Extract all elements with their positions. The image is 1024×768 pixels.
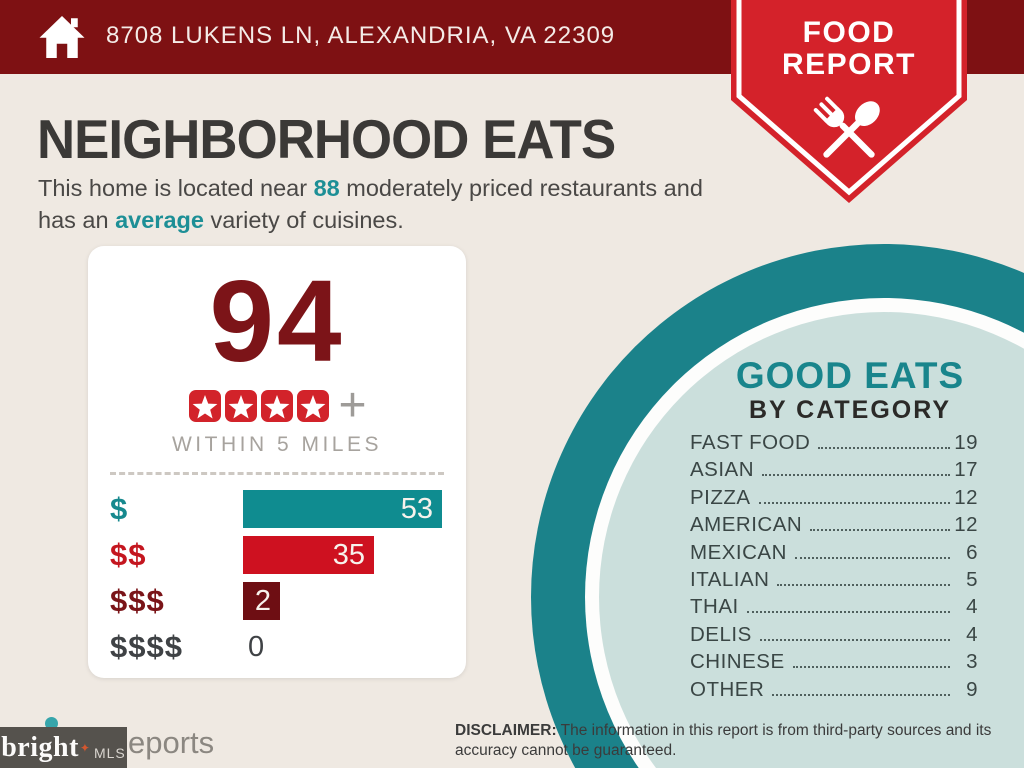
score-card: 94 + WITHIN 5 MILES $53 $$ 35 $$$ 2 $$$$ 0 [88, 246, 466, 678]
price-bar-chart: $53 $$ 35 $$$ 2 $$$$ 0 [88, 483, 466, 670]
food-report-badge: FOOD REPORT [731, 0, 967, 205]
star-spark-icon: ✦ [79, 740, 90, 755]
subtitle-text-1: This home is located near [38, 175, 314, 201]
category-label: CHINESE [690, 650, 785, 674]
star-icon [188, 389, 222, 423]
price-level-label: $$$ [110, 583, 165, 618]
page-subtitle: This home is located near 88 moderately … [38, 173, 718, 236]
price-level-label: $$$$ [110, 629, 183, 664]
bar: 53 [243, 490, 442, 528]
variety-rating: average [115, 206, 204, 233]
bar-track: 0 [243, 628, 442, 666]
teal-dot-icon [45, 717, 58, 730]
bar-track: 35 [243, 536, 442, 574]
badge-title-line1: FOOD [802, 16, 896, 49]
bar-track: 2 [243, 582, 442, 620]
category-row: ASIAN 17 [690, 458, 978, 485]
page-title: NEIGHBORHOOD EATS [37, 108, 616, 170]
category-row: ITALIAN 5 [690, 568, 978, 595]
price-level-label: $ [110, 491, 129, 526]
bar-track: 53 [243, 490, 442, 528]
category-count: 12 [954, 485, 978, 509]
category-count: 5 [966, 567, 978, 591]
star-icon [260, 389, 294, 423]
badge-title-line2: REPORT [781, 48, 916, 81]
disclaimer-text: The information in this report is from t… [455, 722, 992, 760]
bar-value: 35 [332, 538, 365, 571]
price-level-label: $$ [110, 537, 147, 572]
crossed-spoon-fork-icon [813, 96, 880, 158]
radius-label: WITHIN 5 MILES [171, 433, 383, 456]
category-row: MEXICAN 6 [690, 541, 978, 568]
bar: 35 [243, 536, 374, 574]
category-count: 12 [954, 513, 978, 537]
category-label: FAST FOOD [690, 431, 811, 454]
home-icon [39, 16, 85, 58]
bright-mls-logo: bright ✦ MLS [0, 727, 127, 768]
category-label: PIZZA [690, 485, 751, 509]
good-eats-title: GOOD EATS [735, 355, 965, 396]
mls-label: MLS [93, 745, 126, 761]
category-label: MEXICAN [690, 540, 787, 564]
category-list: FAST FOOD 19 ASIAN 17 PIZZA 12 AMERICAN 12 MEXIC… [690, 431, 978, 705]
category-label: THAI [690, 595, 739, 619]
bar: 2 [243, 582, 280, 620]
stars-row: + [88, 379, 466, 432]
price-bar-row: $$$$ 0 [110, 624, 442, 670]
bar-value: 2 [254, 584, 271, 617]
dotted-leader [777, 583, 950, 586]
dotted-leader [792, 666, 950, 669]
category-count: 3 [966, 650, 978, 674]
dotted-leader [772, 693, 950, 696]
category-row: FAST FOOD 19 [690, 431, 978, 458]
dotted-leader [746, 611, 950, 614]
subtitle-text-3: variety of cuisines. [203, 206, 404, 233]
disclaimer: DISCLAIMER: The information in this repo… [455, 721, 1003, 761]
category-label: DELIS [690, 622, 752, 646]
dotted-leader [818, 447, 950, 449]
category-label: ITALIAN [690, 567, 770, 591]
dotted-leader [810, 529, 950, 532]
plus-icon: + [338, 379, 367, 432]
price-bar-row: $53 [110, 486, 442, 532]
category-row: PIZZA 12 [690, 486, 978, 513]
category-row: DELIS 4 [690, 623, 978, 650]
category-count: 19 [954, 431, 978, 454]
price-bar-row: $$ 35 [110, 532, 442, 578]
category-label: OTHER [690, 677, 765, 701]
subtitle-text-2: moderately priced restaurants and has an [38, 175, 703, 233]
bright-mls-wordmark: bright [1, 731, 79, 763]
price-bar-row: $$$ 2 [110, 578, 442, 624]
dotted-leader [759, 638, 950, 641]
category-count: 9 [966, 677, 978, 701]
food-score: 94 [209, 256, 345, 386]
badge-shape [731, 0, 967, 203]
dotted-leader [794, 556, 950, 559]
property-address: 8708 LUKENS LN, ALEXANDRIA, VA 22309 [106, 21, 616, 49]
category-row: AMERICAN 12 [690, 513, 978, 540]
category-count: 4 [966, 622, 978, 646]
dotted-leader [762, 474, 950, 477]
category-count: 4 [966, 595, 978, 619]
category-count: 17 [954, 458, 978, 482]
bar-value: 53 [400, 492, 433, 525]
category-label: ASIAN [690, 458, 755, 482]
category-count: 6 [966, 540, 978, 564]
category-label: AMERICAN [690, 513, 803, 537]
badge-title: FOOD REPORT [731, 17, 967, 81]
category-row: THAI 4 [690, 595, 978, 622]
star-icon [224, 389, 258, 423]
star-icon [296, 389, 330, 423]
reports-partial-text: eports [128, 725, 215, 760]
dotted-leader [758, 501, 950, 504]
good-eats-subtitle: BY CATEGORY [748, 396, 952, 424]
dashed-divider [110, 472, 444, 475]
category-row: OTHER 9 [690, 678, 978, 705]
disclaimer-label: DISCLAIMER: [455, 722, 557, 739]
bar-value-zero: 0 [248, 631, 265, 663]
category-row: CHINESE 3 [690, 650, 978, 677]
restaurant-count: 88 [313, 175, 340, 201]
